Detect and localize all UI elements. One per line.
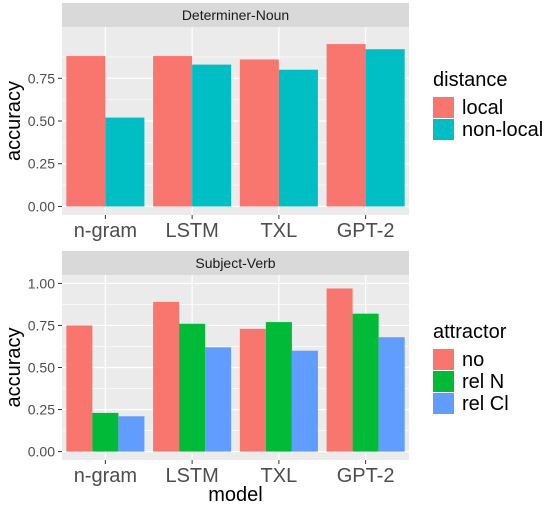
y-tick-label: 0.75 <box>28 70 55 86</box>
x-tick-label: TXL <box>261 465 298 487</box>
bar-non-local-lstm <box>192 64 232 207</box>
bar-rel-cl-lstm <box>205 347 232 452</box>
legend-title: distance <box>433 69 508 91</box>
y-axis-title: accuracy <box>3 327 25 407</box>
bar-rel-n-lstm <box>179 323 206 452</box>
bar-rel-n-n-gram <box>92 412 119 452</box>
facet-strip-label: Determiner-Noun <box>182 7 289 23</box>
bar-no-lstm <box>153 301 180 452</box>
y-tick-label: 1.00 <box>28 275 55 291</box>
legend-key <box>433 349 454 370</box>
y-axis-title: accuracy <box>3 81 25 161</box>
x-tick-label: TXL <box>261 220 298 242</box>
bar-non-local-txl <box>278 69 318 207</box>
y-tick-label: 0.75 <box>28 317 55 333</box>
legend-label: no <box>462 349 484 371</box>
legend-label: local <box>462 97 503 119</box>
legend-key <box>433 371 454 392</box>
x-tick-label: GPT-2 <box>337 220 395 242</box>
x-axis-title: model <box>208 484 262 506</box>
facet-panel-2: Subject-Verb 0.00 0.25 0.50 0.75 1.00 n-gram LS… <box>3 251 509 487</box>
bar-no-gpt-2 <box>326 288 353 452</box>
bar-rel-n-txl <box>265 322 292 452</box>
bar-local-gpt-2 <box>326 44 366 207</box>
bar-local-lstm <box>153 56 193 207</box>
bar-local-txl <box>239 59 279 207</box>
legend-key <box>433 119 454 140</box>
bar-non-local-n-gram <box>105 117 145 207</box>
bar-rel-cl-n-gram <box>118 416 145 452</box>
bar-rel-cl-gpt-2 <box>378 337 405 452</box>
y-tick-label: 0.25 <box>28 156 55 172</box>
bar-no-n-gram <box>66 325 93 452</box>
legend-label: non-local <box>462 119 543 141</box>
y-tick-label: 0.25 <box>28 402 55 418</box>
y-tick-label: 0.50 <box>28 113 55 129</box>
bar-rel-cl-txl <box>291 350 318 452</box>
bar-no-txl <box>239 328 266 452</box>
legend-title: attractor <box>433 321 507 343</box>
legend-label: rel N <box>462 371 504 393</box>
x-tick-label: n-gram <box>74 220 137 242</box>
bar-non-local-gpt-2 <box>365 49 405 207</box>
facet-strip <box>62 3 409 27</box>
x-tick-label: GPT-2 <box>337 465 395 487</box>
legend-key <box>433 393 454 414</box>
x-tick-label: LSTM <box>165 220 218 242</box>
y-tick-label: 0.50 <box>28 360 55 376</box>
y-tick-label: 0.00 <box>28 198 55 214</box>
bar-local-n-gram <box>66 56 106 207</box>
facet-strip-label: Subject-Verb <box>195 255 275 271</box>
x-tick-label: LSTM <box>165 465 218 487</box>
bar-rel-n-gpt-2 <box>352 313 379 452</box>
x-tick-label: n-gram <box>74 465 137 487</box>
facet-strip <box>62 251 409 275</box>
facet-panel-1: Determiner-Noun 0.00 0.25 0.50 0.75 n-gram LST… <box>3 3 543 242</box>
y-tick-label: 0.00 <box>28 444 55 460</box>
legend-key <box>433 97 454 118</box>
legend-label: rel Cl <box>462 393 509 415</box>
